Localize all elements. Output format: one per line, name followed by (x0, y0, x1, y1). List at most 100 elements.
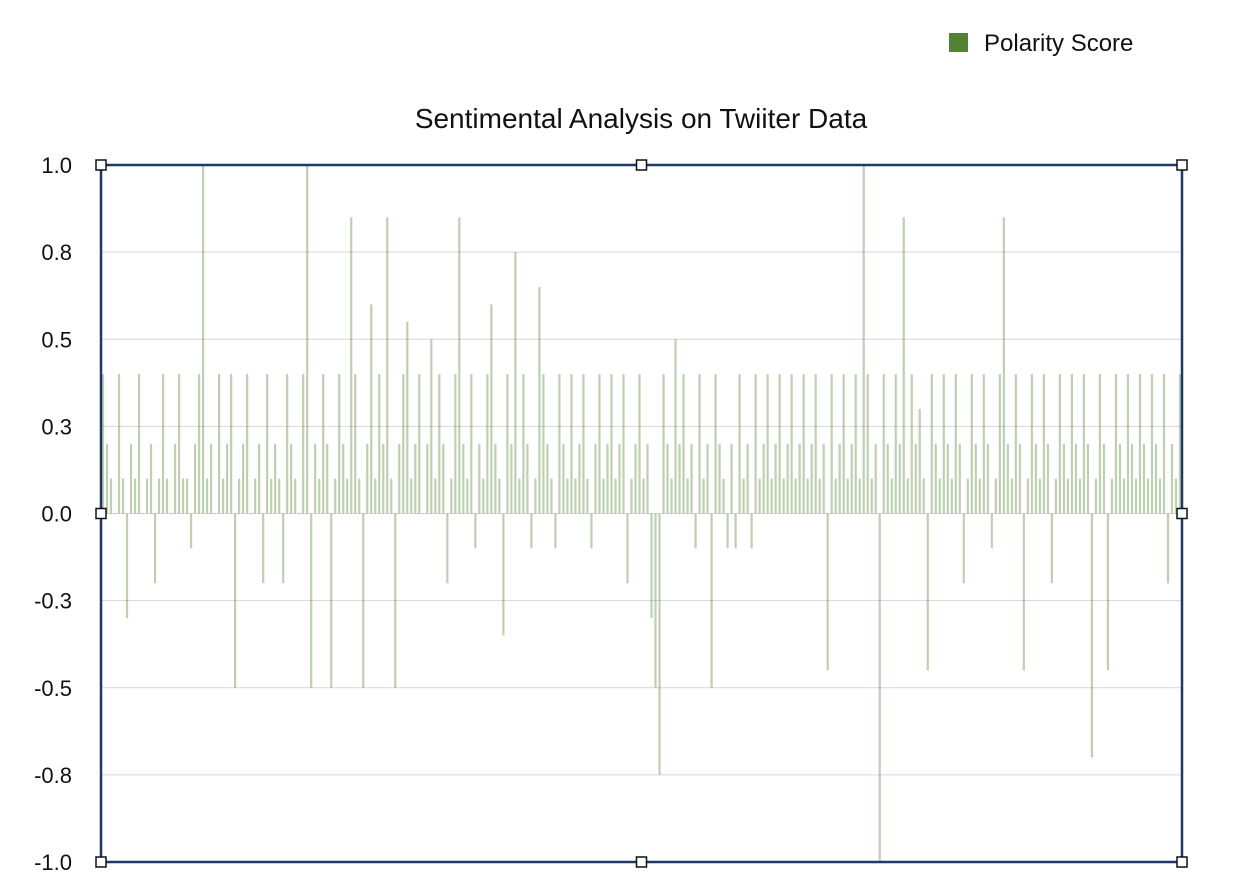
bar (1090, 513, 1094, 758)
bar (990, 513, 993, 549)
bar (786, 443, 789, 514)
bar (214, 513, 217, 514)
bar (1082, 374, 1086, 514)
bar (754, 374, 757, 514)
bar (354, 374, 357, 514)
bar (634, 443, 637, 514)
bar (458, 217, 461, 514)
bar (674, 339, 677, 514)
bar (858, 478, 861, 514)
bar (109, 478, 113, 514)
bar (542, 374, 545, 514)
bar (1022, 513, 1025, 671)
bar (862, 165, 865, 514)
resize-handle[interactable] (635, 856, 648, 868)
bar (149, 443, 153, 514)
resize-handle[interactable] (635, 159, 648, 171)
bar (902, 217, 905, 514)
resize-handle[interactable] (1176, 856, 1188, 868)
bar (1146, 478, 1150, 514)
bar (978, 478, 981, 514)
y-axis-ticks: 1.0 0.8 0.5 0.3 0.0 -0.3 -0.5 -0.8 -1.0 (34, 153, 72, 875)
bar (702, 478, 705, 514)
bar (1042, 374, 1045, 514)
bar (1110, 478, 1114, 514)
bar (402, 374, 405, 514)
bar (698, 374, 701, 514)
bar (1070, 374, 1073, 514)
bar (1122, 478, 1126, 514)
bar (550, 478, 553, 514)
y-tick-label: -0.5 (34, 676, 72, 701)
bar (782, 478, 785, 514)
bar (494, 443, 497, 514)
bar (682, 374, 685, 514)
bar (1034, 443, 1037, 514)
resize-handle[interactable] (1176, 159, 1188, 171)
bar (173, 443, 177, 514)
bar (574, 478, 577, 514)
bar (526, 443, 529, 514)
bar (630, 478, 633, 514)
bar (974, 443, 977, 514)
selection-handles[interactable] (95, 159, 1188, 868)
bar (802, 374, 805, 514)
bar (254, 478, 257, 514)
bar (410, 478, 413, 514)
bar (562, 443, 565, 514)
bar (850, 443, 853, 514)
bar (398, 443, 401, 514)
resize-handle[interactable] (95, 856, 107, 868)
bar (442, 443, 445, 514)
resize-handle[interactable] (1176, 507, 1188, 520)
bar (962, 513, 965, 584)
bar (766, 374, 769, 514)
bar (1002, 217, 1005, 514)
bar (638, 374, 641, 514)
bar (434, 478, 437, 514)
bar (153, 513, 157, 584)
bar (1086, 443, 1090, 514)
bar (125, 513, 129, 619)
bar (330, 513, 333, 688)
bar (866, 374, 869, 514)
bar (570, 374, 573, 514)
bar (390, 478, 393, 514)
bar (141, 513, 145, 514)
resize-handle[interactable] (95, 507, 107, 520)
bar (1018, 443, 1021, 514)
bar (930, 374, 933, 514)
bar (250, 513, 253, 514)
bar (762, 443, 765, 514)
bar (282, 513, 285, 584)
resize-handle[interactable] (95, 159, 107, 171)
bar (594, 443, 597, 514)
bar (986, 443, 989, 514)
bar (346, 478, 349, 514)
bar (222, 478, 225, 514)
bar (181, 478, 185, 514)
bar (350, 217, 353, 514)
bar (822, 443, 825, 514)
y-tick-label: 0.5 (41, 327, 72, 352)
bar (242, 443, 245, 514)
bar (101, 374, 105, 514)
bar (374, 478, 377, 514)
bar (274, 443, 277, 514)
bar (478, 443, 481, 514)
bar (1014, 374, 1017, 514)
legend-label: Polarity Score (984, 30, 1133, 57)
bar (1066, 478, 1069, 514)
bar (218, 374, 221, 514)
bar (177, 374, 181, 514)
legend[interactable]: Polarity Score (949, 30, 1133, 57)
bar (854, 374, 857, 514)
bar (610, 374, 613, 514)
bar (566, 478, 569, 514)
bar (906, 478, 909, 514)
bar (197, 374, 201, 514)
bar (286, 374, 289, 514)
bar (157, 478, 161, 514)
bar (546, 443, 549, 514)
bar (654, 513, 657, 688)
